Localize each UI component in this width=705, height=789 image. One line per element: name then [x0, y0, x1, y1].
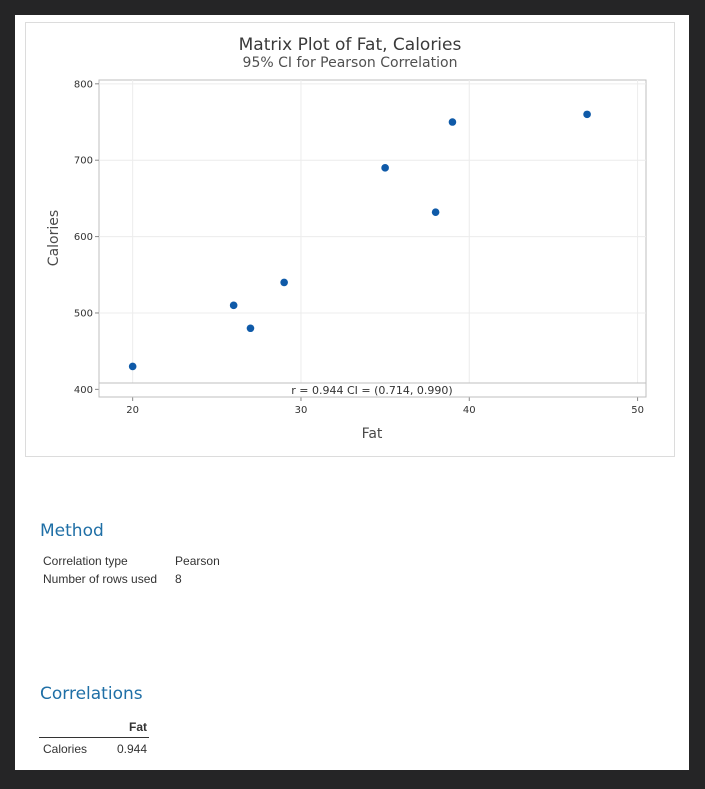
- data-point: [280, 278, 288, 287]
- table-row: Correlation type Pearson: [41, 553, 236, 571]
- correlations-table: Fat Calories 0.944: [39, 718, 150, 759]
- x-tick-label: 50: [631, 405, 644, 416]
- table-row: Number of rows used 8: [41, 571, 236, 589]
- y-tick-label: 800: [74, 79, 93, 90]
- chart-title: Matrix Plot of Fat, Calories: [239, 35, 462, 55]
- x-tick-label: 40: [463, 405, 476, 416]
- grid-lines: [99, 80, 646, 390]
- x-tick-label: 20: [126, 405, 139, 416]
- table-row: Calories 0.944: [39, 738, 149, 759]
- data-point: [128, 362, 137, 371]
- data-point: [229, 301, 238, 310]
- output-sheet: Matrix Plot of Fat, Calories 95% CI for …: [15, 15, 689, 770]
- correlation-annotation-box: [98, 382, 647, 398]
- scatter-chart: Matrix Plot of Fat, Calories 95% CI for …: [46, 35, 647, 442]
- method-heading: Method: [40, 521, 104, 541]
- data-point: [431, 208, 440, 216]
- correlations-heading: Correlations: [40, 684, 143, 704]
- method-value: 8: [175, 572, 182, 586]
- y-tick-label: 700: [74, 156, 93, 167]
- x-tick-label: 30: [295, 405, 308, 416]
- method-table: Correlation type Pearson Number of rows …: [41, 553, 236, 589]
- y-tick-label: 500: [74, 308, 93, 319]
- plot-area: [98, 79, 647, 398]
- corner-cell: [39, 718, 113, 738]
- x-axis-ticks: 20 30 40 50: [126, 397, 644, 416]
- data-point: [246, 324, 255, 333]
- method-value: Pearson: [175, 554, 220, 568]
- data-points: [128, 110, 591, 371]
- y-tick-label: 600: [74, 232, 93, 243]
- column-header: Fat: [113, 718, 150, 738]
- method-label: Number of rows used: [43, 572, 158, 586]
- data-point: [381, 164, 389, 172]
- y-tick-label: 400: [74, 385, 93, 396]
- correlation-annotation: r = 0.944 CI = (0.714, 0.990): [291, 384, 452, 397]
- y-axis-ticks: 400 500 600 700 800: [74, 79, 99, 396]
- x-axis-label: Fat: [362, 426, 383, 442]
- chart-subtitle: 95% CI for Pearson Correlation: [243, 55, 458, 71]
- chart-panel: Matrix Plot of Fat, Calories 95% CI for …: [25, 22, 675, 457]
- correlation-value: 0.944: [117, 742, 148, 756]
- row-label: Calories: [43, 742, 88, 756]
- data-point: [583, 110, 591, 119]
- method-label: Correlation type: [43, 554, 128, 568]
- y-axis-label: Calories: [46, 210, 62, 266]
- data-point: [448, 118, 457, 126]
- table-header-row: Fat: [39, 718, 150, 738]
